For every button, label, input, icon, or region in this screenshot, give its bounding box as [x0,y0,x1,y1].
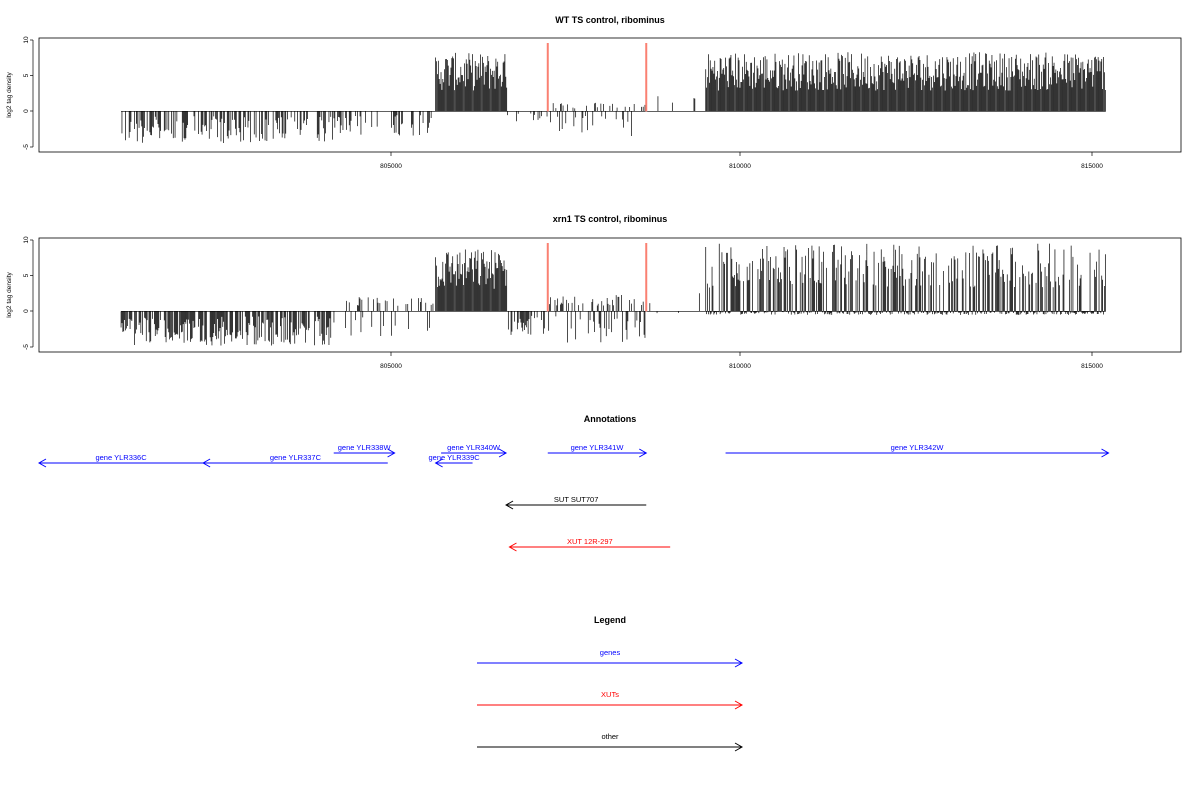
feature-arrow [441,448,508,458]
density-bars [507,311,545,335]
panel-xrn1-title: xrn1 TS control, ribominus [553,214,668,224]
feature-label: gene YLR337C [270,453,322,462]
feature-arrow [505,500,647,510]
density-bars [649,293,700,314]
density-bars [435,249,508,312]
panel-wt-xtick: 810000 [729,163,751,170]
density-bars [121,111,333,143]
panel-wt-ytick: 10 [23,36,30,44]
feature-arrow [37,458,204,468]
feature-arrow [725,448,1110,458]
panel-xrn1-ylabel: log2 tag density [6,271,13,317]
panel-wt-ytick: 5 [23,73,30,77]
panel-wt-title: WT TS control, ribominus [555,15,665,25]
legend-arrow [477,742,744,752]
density-bars [548,295,647,343]
panel-xrn1-xtick: 815000 [1081,363,1103,370]
panel-xrn1-ytick: 5 [23,273,30,277]
legend-items: genes XUTs other [477,648,744,752]
panel-wt: WT TS control, ribominus 10 5 0 -5 log2 … [6,15,1182,170]
panel-wt-bars [121,52,1106,143]
panel-xrn1-bars [120,243,1106,346]
legend-label: XUTs [601,690,619,699]
panel-xrn1-xtick: 810000 [729,363,751,370]
feature-label: gene YLR342W [891,443,945,452]
annotations-track: Annotations gene YLR336C gene YLR337Cgene… [37,414,1110,552]
panel-wt-markers [546,43,648,112]
panel-xrn1-ytick: 10 [23,236,30,244]
legend-label: genes [600,648,621,657]
panel-xrn1-ytick: -5 [23,344,30,350]
legend-arrow [477,658,744,668]
feature-arrow [333,448,396,458]
density-bars [705,243,1106,315]
panel-xrn1-markers [546,243,648,312]
feature-arrow [547,448,648,458]
panel-xrn1: xrn1 TS control, ribominus 10 5 0 -5 log… [6,214,1182,370]
density-bars [333,297,434,336]
density-bars [333,111,432,136]
panel-xrn1-y-axis: 10 5 0 -5 log2 tag density [6,236,34,350]
density-bars [435,52,508,112]
legend-arrow [477,700,744,710]
panel-wt-ylabel: log2 tag density [6,71,13,117]
density-bars [657,96,696,112]
panel-wt-plot-box [38,37,1182,153]
feature-label: XUT 12R-297 [567,537,613,546]
feature-label: gene YLR340W [447,443,501,452]
legend-label: other [601,732,619,741]
density-bars [705,52,1106,112]
panel-xrn1-plot-box [38,237,1182,353]
panel-wt-ytick: 0 [23,109,30,113]
panel-xrn1-xtick: 805000 [380,363,402,370]
panel-wt-xtick: 815000 [1081,163,1103,170]
feature-label: gene YLR339C [429,453,481,462]
legend: Legend genes XUTs other [477,615,744,752]
feature-arrow [202,458,388,468]
panel-xrn1-ytick: 0 [23,309,30,313]
panel-wt-y-axis: 10 5 0 -5 log2 tag density [6,36,34,150]
density-bars [507,111,548,122]
legend-title: Legend [594,615,626,625]
annotation-features: gene YLR336C gene YLR337C gene YLR338W gene… [37,443,1110,552]
annotations-title: Annotations [584,414,637,424]
panel-wt-xtick: 805000 [380,163,402,170]
panel-wt-ytick: -5 [23,144,30,150]
feature-label: gene YLR338W [338,443,392,452]
feature-label: SUT SUT707 [554,495,598,504]
panel-xrn1-x-axis: 805000 810000 815000 [380,352,1103,370]
density-bars [120,311,332,346]
feature-arrow [508,542,671,552]
feature-label: gene YLR336C [95,453,147,462]
density-bars [550,102,646,136]
panel-wt-x-axis: 805000 810000 815000 [380,152,1103,170]
feature-arrow [434,458,473,468]
feature-label: gene YLR341W [571,443,625,452]
